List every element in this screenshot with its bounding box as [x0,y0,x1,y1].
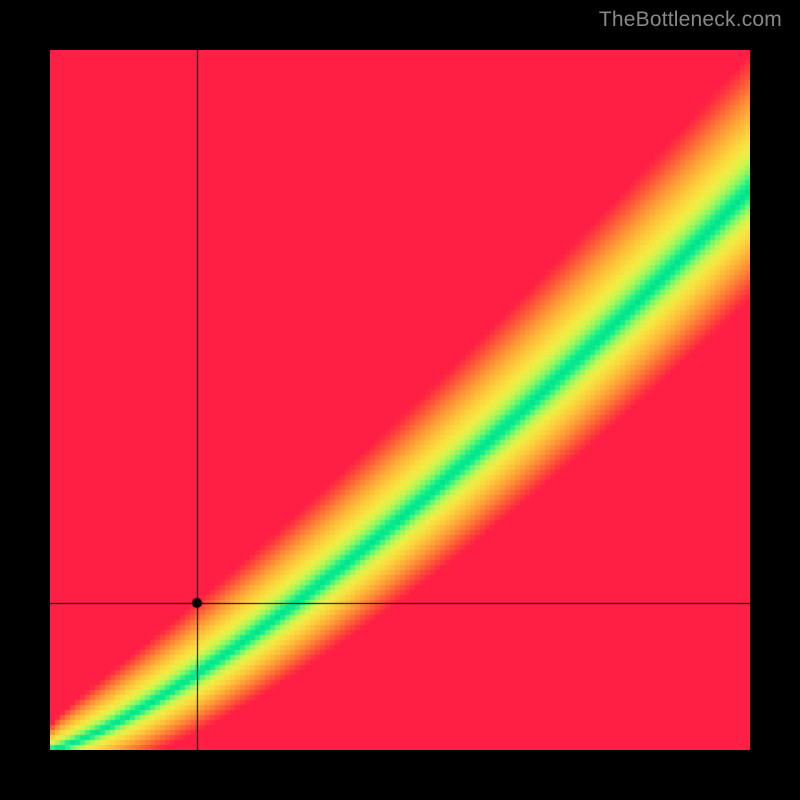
heatmap-plot-area [50,50,750,750]
heatmap-canvas [50,50,750,750]
watermark-text: TheBottleneck.com [599,8,782,32]
